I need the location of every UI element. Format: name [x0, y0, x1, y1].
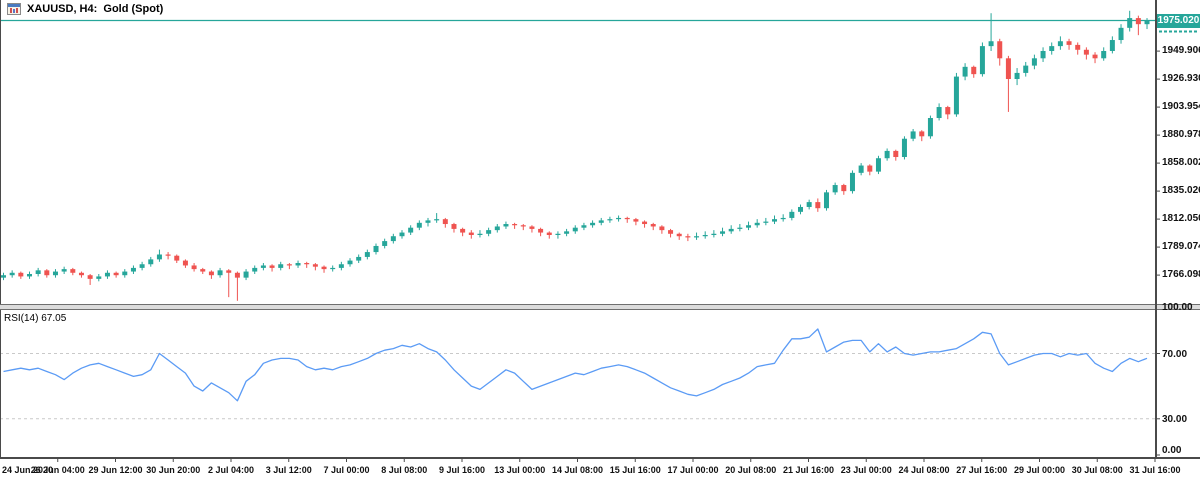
rsi-layer	[0, 328, 1155, 420]
rsi-tick-label: 0.00	[1162, 445, 1182, 456]
time-tick-label: 17 Jul 00:00	[667, 465, 719, 475]
rsi-tick-label: 30.00	[1162, 413, 1188, 425]
chart-window-icon	[7, 3, 21, 15]
chart-title: XAUUSD, H4: Gold (Spot)	[27, 3, 164, 15]
time-tick-label: 21 Jul 16:00	[782, 465, 835, 475]
time-tick-label: 24 Jul 08:00	[898, 465, 950, 475]
candles-layer	[0, 10, 1155, 301]
time-tick-label: 30 Jul 08:00	[1071, 465, 1123, 475]
price-tick-label: 1835.026	[1162, 185, 1200, 197]
price-tick-label: 1812.050	[1162, 213, 1200, 225]
time-tick-label: 7 Jul 00:00	[323, 465, 370, 475]
time-tick-label: 29 Jun 12:00	[88, 465, 143, 475]
time-tick-label: 15 Jul 16:00	[609, 465, 661, 475]
time-tick-label: 13 Jul 00:00	[494, 465, 546, 475]
time-tick-label: 30 Jun 20:00	[146, 465, 201, 475]
panel-splitter[interactable]	[0, 304, 1200, 310]
time-tick-label: 2 Jul 04:00	[207, 465, 255, 475]
time-tick-label: 20 Jul 08:00	[725, 465, 777, 475]
chart-titlebar: XAUUSD, H4: Gold (Spot)	[7, 3, 163, 15]
price-tick-label: 1949.906	[1162, 45, 1200, 57]
current-price-label: 1975.020	[1157, 13, 1200, 28]
chart-left-border	[0, 0, 1, 458]
price-axis[interactable]	[1155, 0, 1157, 458]
price-tick-label: 1880.978	[1162, 129, 1200, 141]
price-tick-label: 1766.098	[1162, 269, 1200, 281]
rsi-line	[3, 328, 1148, 402]
time-tick-label: 8 Jul 08:00	[381, 465, 428, 475]
time-tick-label: 3 Jul 12:00	[265, 465, 312, 475]
time-tick-label: 27 Jul 16:00	[956, 465, 1008, 475]
indicator-label: RSI(14) 67.05	[4, 313, 67, 324]
price-tick-label: 1926.930	[1162, 73, 1200, 85]
time-tick-label: 26 Jun 04:00	[30, 465, 85, 475]
time-axis[interactable]	[0, 457, 1200, 459]
price-tick-label: 1903.954	[1162, 101, 1200, 113]
time-tick-label: 9 Jul 16:00	[438, 465, 486, 475]
axis-ticks	[57, 50, 1160, 462]
time-tick-label: 31 Jul 16:00	[1129, 465, 1181, 475]
price-tick-label: 1858.002	[1162, 157, 1200, 169]
time-tick-label: 24 Jun 2020	[2, 465, 54, 475]
time-tick-label: 29 Jul 00:00	[1013, 465, 1066, 475]
rsi-tick-label: 100.00	[1162, 302, 1193, 313]
price-tick-label: 1789.074	[1162, 241, 1200, 253]
time-tick-label: 23 Jul 00:00	[840, 465, 892, 475]
time-tick-label: 14 Jul 08:00	[551, 465, 604, 475]
rsi-tick-label: 70.00	[1162, 348, 1188, 360]
